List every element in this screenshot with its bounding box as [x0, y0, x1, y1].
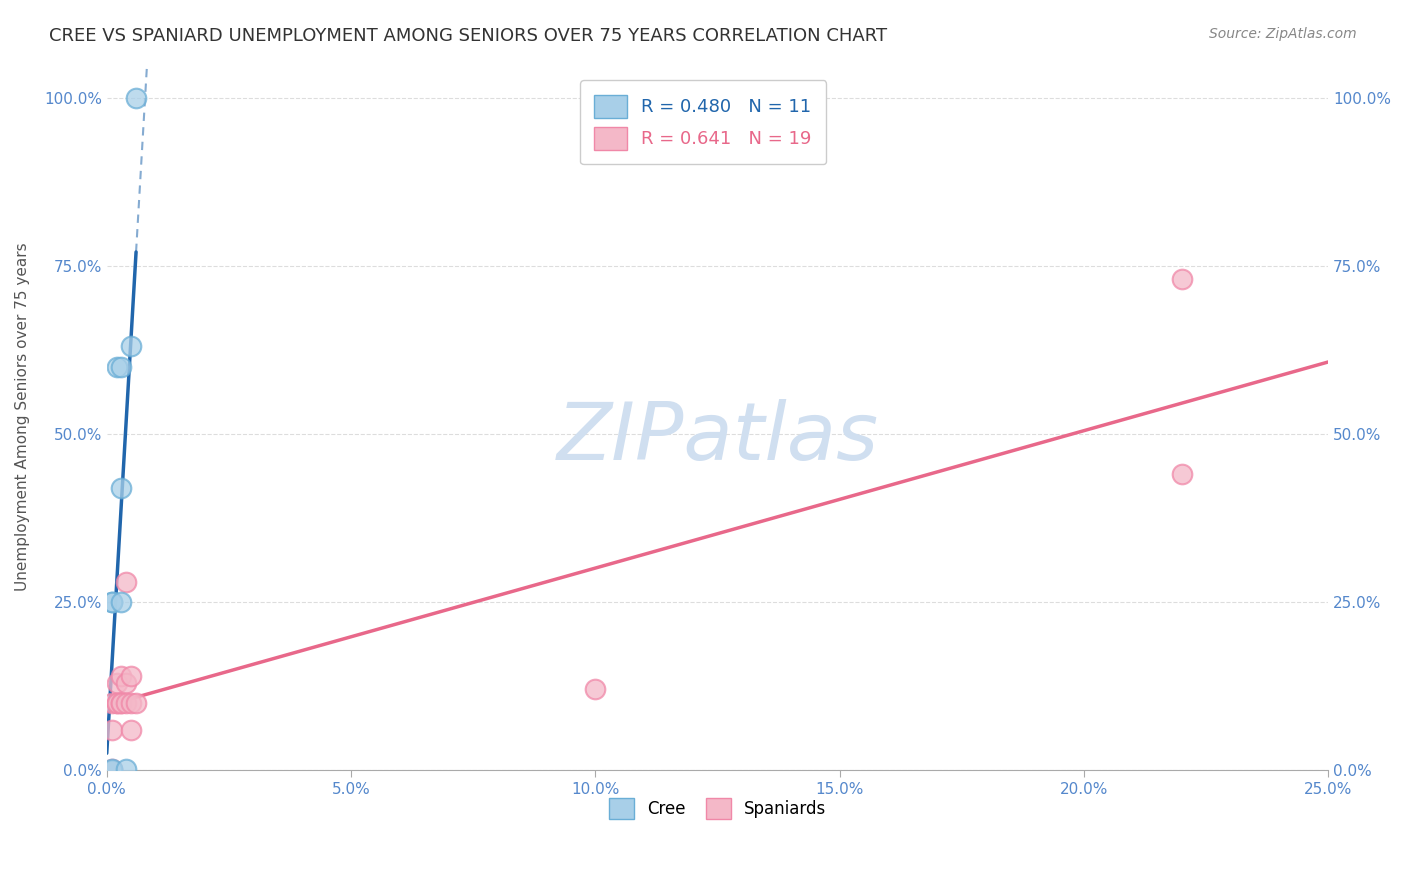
- Text: ZIPatlas: ZIPatlas: [557, 400, 879, 477]
- Point: [105, 696, 128, 710]
- Y-axis label: Unemployment Among Seniors over 75 years: Unemployment Among Seniors over 75 years: [15, 243, 30, 591]
- Legend: Cree, Spaniards: Cree, Spaniards: [602, 791, 832, 825]
- Text: CREE VS SPANIARD UNEMPLOYMENT AMONG SENIORS OVER 75 YEARS CORRELATION CHART: CREE VS SPANIARD UNEMPLOYMENT AMONG SENI…: [49, 27, 887, 45]
- Point: [110, 696, 132, 710]
- Point: [583, 682, 606, 697]
- Point: [110, 481, 132, 495]
- Text: Source: ZipAtlas.com: Source: ZipAtlas.com: [1209, 27, 1357, 41]
- Point: [115, 675, 138, 690]
- Point: [1170, 467, 1192, 482]
- Point: [100, 595, 122, 609]
- Point: [100, 762, 122, 776]
- Point: [125, 91, 148, 105]
- Point: [100, 696, 122, 710]
- Point: [115, 696, 138, 710]
- Point: [110, 669, 132, 683]
- Point: [100, 762, 122, 776]
- Point: [110, 595, 132, 609]
- Point: [110, 696, 132, 710]
- Point: [100, 595, 122, 609]
- Point: [120, 696, 142, 710]
- Point: [120, 339, 142, 353]
- Point: [105, 359, 128, 374]
- Point: [115, 762, 138, 776]
- Point: [105, 675, 128, 690]
- Point: [100, 763, 122, 777]
- Point: [1170, 272, 1192, 286]
- Point: [105, 696, 128, 710]
- Point: [125, 696, 148, 710]
- Point: [115, 574, 138, 589]
- Point: [100, 723, 122, 737]
- Point: [110, 359, 132, 374]
- Point: [120, 723, 142, 737]
- Point: [120, 669, 142, 683]
